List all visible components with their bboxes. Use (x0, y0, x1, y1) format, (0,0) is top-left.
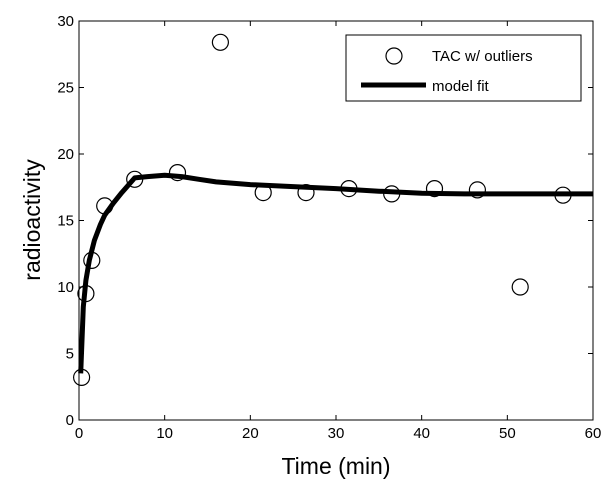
y-tick-label: 20 (57, 146, 74, 163)
tac-data-point (72, 368, 91, 386)
legend-label-model-fit: model fit (432, 78, 490, 95)
tac-data-point (340, 180, 358, 198)
x-tick-label: 40 (413, 425, 430, 442)
tac-data-point (468, 181, 486, 199)
x-tick-label: 50 (499, 425, 516, 442)
legend-box (345, 34, 582, 102)
y-tick-label: 30 (57, 13, 74, 30)
tac-data-point (511, 278, 529, 296)
x-axis: 0 10 20 30 40 50 60 (75, 21, 601, 442)
tac-data-point (77, 285, 95, 303)
series-layer (72, 33, 593, 386)
x-tick-label: 30 (328, 425, 345, 442)
x-tick-label: 10 (156, 425, 173, 442)
y-tick-label: 0 (66, 412, 74, 429)
tac-data-point (96, 197, 114, 215)
y-tick-label: 10 (57, 279, 74, 296)
tac-data-point (554, 186, 572, 204)
tac-data-point (168, 164, 187, 182)
tac-data-point (254, 184, 272, 202)
x-tick-label: 60 (585, 425, 601, 442)
tac-data-point (297, 184, 315, 202)
model-fit-line (78, 172, 593, 374)
legend-label-tac: TAC w/ outliers (432, 48, 533, 65)
legend: TAC w/ outliers model fit (345, 34, 582, 102)
x-axis-title: Time (min) (281, 453, 390, 479)
y-axis: 0 5 10 15 20 25 30 (57, 13, 593, 429)
tac-data-point (211, 33, 229, 51)
x-tick-label: 20 (242, 425, 259, 442)
x-tick-label: 0 (75, 425, 83, 442)
legend-marker-circle (385, 47, 403, 65)
y-tick-label: 5 (66, 346, 74, 363)
tac-data-point (383, 185, 401, 203)
tac-data-point (83, 251, 101, 269)
y-tick-label: 25 (57, 80, 74, 97)
y-tick-label: 15 (57, 213, 74, 230)
y-axis-title: radioactivity (19, 159, 45, 281)
tac-data-point (425, 180, 444, 198)
tac-data-point (126, 170, 144, 188)
